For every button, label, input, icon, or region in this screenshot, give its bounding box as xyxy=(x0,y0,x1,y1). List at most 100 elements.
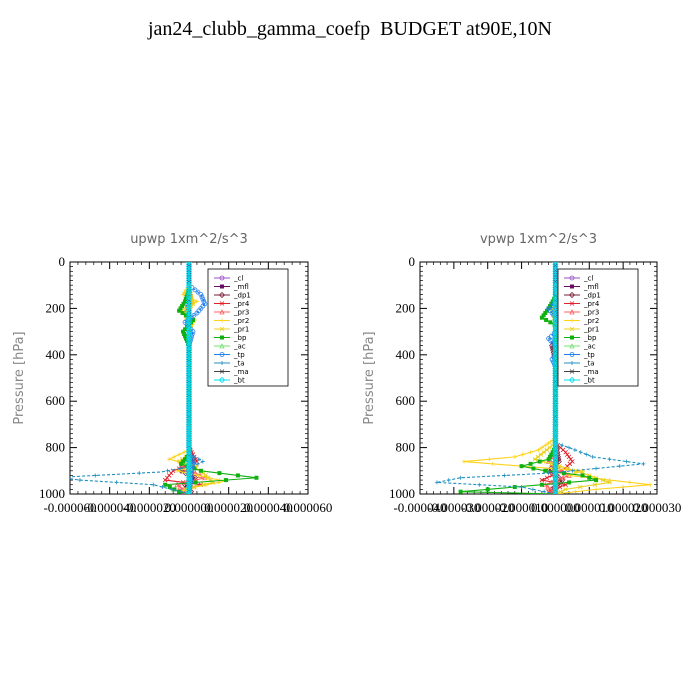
series-point xyxy=(172,454,177,459)
legend-label: _mfl xyxy=(233,283,249,291)
series-point xyxy=(224,478,229,483)
legend-marker xyxy=(220,318,224,323)
legend-marker xyxy=(569,343,575,349)
series-point xyxy=(566,480,571,485)
series-point xyxy=(185,490,193,494)
series-point xyxy=(200,459,205,464)
series-ta xyxy=(434,440,646,494)
series-point xyxy=(541,449,547,455)
series-point xyxy=(594,466,599,471)
legend-marker xyxy=(569,309,575,315)
series-point xyxy=(587,475,592,480)
series-point xyxy=(185,292,190,297)
series-point xyxy=(544,447,550,453)
series-point xyxy=(519,464,524,469)
series-point xyxy=(547,486,553,492)
series-point xyxy=(627,480,632,485)
series-point xyxy=(178,466,183,471)
series-point xyxy=(177,484,183,490)
legend-label: _pr1 xyxy=(583,326,599,334)
legend-marker xyxy=(569,275,575,281)
x-tick-label: 0.000000 xyxy=(165,500,214,515)
series-line xyxy=(70,454,205,494)
series-point xyxy=(192,484,197,490)
series-point xyxy=(181,292,186,297)
series-point xyxy=(502,473,507,478)
legend-label: _pr2 xyxy=(583,317,599,325)
series-point xyxy=(183,327,188,332)
legend: _cl_mfl_dp1_pr4_pr3_pr2_pr1_bp_ac_tp_ta_… xyxy=(557,268,639,387)
legend-label: _pr1 xyxy=(233,326,249,334)
series-point xyxy=(566,454,572,460)
legend-marker xyxy=(220,335,224,340)
series-point xyxy=(167,457,172,462)
series-point xyxy=(167,485,172,490)
series-point xyxy=(172,487,177,492)
series-point xyxy=(182,450,187,455)
series-point xyxy=(584,452,589,457)
legend-marker xyxy=(220,284,224,289)
x-tick-label: -0.000040 xyxy=(393,500,446,515)
series-point xyxy=(178,306,183,311)
series-point xyxy=(539,477,545,483)
legend-label: _dp1 xyxy=(233,292,251,300)
series-point xyxy=(545,484,551,490)
series-point xyxy=(566,445,571,450)
series-point xyxy=(177,452,182,457)
series-point xyxy=(179,461,184,466)
legend-label: _dp1 xyxy=(583,292,601,300)
series-point xyxy=(160,485,165,490)
series-point xyxy=(189,468,195,474)
series-point xyxy=(196,473,201,478)
series-point xyxy=(580,473,585,478)
series-point xyxy=(564,452,570,457)
legend-label: _tp xyxy=(583,351,595,359)
x-tick-label: 0.000030 xyxy=(633,500,682,515)
legend-marker xyxy=(219,352,225,357)
series-point xyxy=(537,459,542,464)
series-point xyxy=(446,478,451,483)
legend-label: _ta xyxy=(233,360,245,368)
legend-label: _pr3 xyxy=(233,309,249,317)
series-point xyxy=(549,357,555,362)
series-point xyxy=(592,482,598,488)
y-tick-label: 1000 xyxy=(389,486,415,501)
legend-label: _ma xyxy=(233,368,249,376)
legend-marker xyxy=(219,343,225,349)
series-point xyxy=(202,474,208,481)
x-tick-label: 0.000020 xyxy=(204,500,253,515)
series-point xyxy=(192,287,198,293)
series-point xyxy=(558,489,563,494)
legend-marker xyxy=(219,309,225,315)
series-point xyxy=(561,471,566,476)
series-point xyxy=(547,445,552,450)
legend-label: _tp xyxy=(233,351,245,359)
chart-panel-2: vpwp 1xm^2/s^3 Pressure [hPa] 0 200 400 600 80… xyxy=(362,232,681,515)
legend-label: _ac xyxy=(233,343,246,351)
series-point xyxy=(512,454,517,459)
series-point xyxy=(458,475,463,480)
legend-marker xyxy=(570,284,574,289)
legend-label: _bt xyxy=(583,377,595,385)
legend-label: _ac xyxy=(583,343,596,351)
series-point xyxy=(520,452,525,457)
y-tick-label: 1000 xyxy=(39,486,65,501)
series-point xyxy=(563,487,568,492)
series-point xyxy=(548,320,553,325)
series-point xyxy=(165,468,170,473)
panel-title: upwp 1xm^2/s^3 xyxy=(130,232,248,247)
y-tick-label: 400 xyxy=(396,347,416,362)
legend-label: _mfl xyxy=(583,283,599,291)
y-axis-label: Pressure [hPa] xyxy=(12,331,27,424)
legend-label: _pr3 xyxy=(583,309,599,317)
series-point xyxy=(217,471,222,476)
series-point xyxy=(183,299,188,304)
legend-marker xyxy=(219,275,225,281)
series-point xyxy=(183,457,188,462)
series-point xyxy=(543,468,548,473)
series-point xyxy=(183,297,188,302)
series-point xyxy=(485,487,490,492)
series-point xyxy=(563,449,568,455)
legend-label: _bp xyxy=(233,334,247,342)
legend-label: _ta xyxy=(583,360,595,368)
